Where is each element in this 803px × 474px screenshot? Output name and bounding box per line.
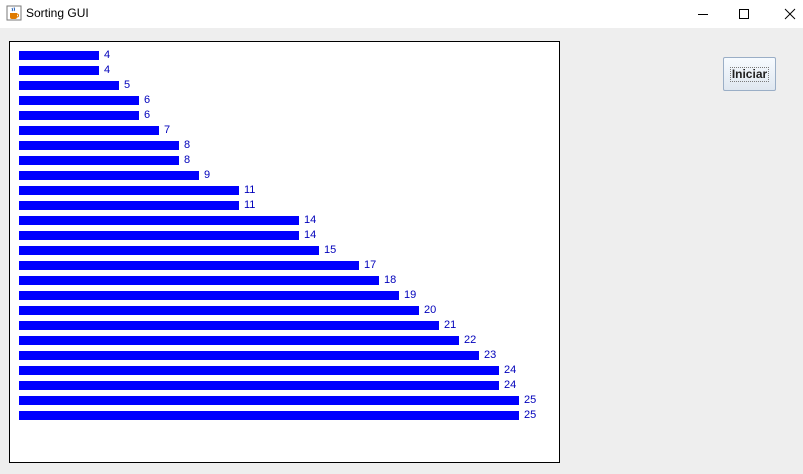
value-bar	[19, 231, 299, 240]
value-bar	[19, 111, 139, 120]
bar-value-label: 25	[524, 394, 537, 406]
bar-value-label: 20	[424, 304, 437, 316]
bar-value-label: 6	[144, 109, 151, 121]
start-button[interactable]: Iniciar	[723, 57, 776, 91]
bar-value-label: 8	[184, 139, 191, 151]
close-button[interactable]	[767, 0, 803, 28]
bar-value-label: 4	[104, 64, 111, 76]
bar-value-label: 6	[144, 94, 151, 106]
sorting-canvas: 4 4 5 6 6 7 8 8 9 11 11 14 14 15 17 18 19 20 21 22 23 24 24 25 2…	[9, 41, 560, 463]
content-area: 4 4 5 6 6 7 8 8 9 11 11 14 14 15 17 18 19 20 21 22 23 24 24 25 2…	[0, 28, 803, 474]
value-bar	[19, 201, 239, 210]
value-bar	[19, 216, 299, 225]
bar-value-label: 11	[244, 199, 256, 211]
value-bar	[19, 126, 159, 135]
value-bar	[19, 246, 319, 255]
bar-value-label: 21	[444, 319, 457, 331]
minimize-icon	[698, 14, 708, 15]
value-bar	[19, 156, 179, 165]
value-bar	[19, 366, 499, 375]
value-bar	[19, 336, 459, 345]
maximize-button[interactable]	[721, 0, 767, 28]
java-cup-icon	[6, 5, 22, 21]
bar-value-label: 22	[464, 334, 477, 346]
value-bar	[19, 276, 379, 285]
start-button-label: Iniciar	[729, 66, 770, 82]
value-bar	[19, 396, 519, 405]
value-bar	[19, 96, 139, 105]
value-bar	[19, 141, 179, 150]
bar-value-label: 4	[104, 49, 111, 61]
value-bar	[19, 171, 199, 180]
bar-value-label: 11	[244, 184, 256, 196]
value-bar	[19, 411, 519, 420]
bar-value-label: 8	[184, 154, 191, 166]
bar-value-label: 24	[504, 379, 517, 391]
minimize-button[interactable]	[680, 0, 726, 28]
bar-value-label: 18	[384, 274, 397, 286]
close-icon	[784, 8, 796, 20]
bar-value-label: 9	[204, 169, 211, 181]
value-bar	[19, 66, 99, 75]
bar-value-label: 25	[524, 409, 537, 421]
bar-value-label: 19	[404, 289, 417, 301]
value-bar	[19, 51, 99, 60]
title-bar: Sorting GUI	[0, 0, 803, 28]
bar-value-label: 7	[164, 124, 171, 136]
bar-value-label: 24	[504, 364, 517, 376]
value-bar	[19, 321, 439, 330]
bar-value-label: 23	[484, 349, 497, 361]
value-bar	[19, 291, 399, 300]
value-bar	[19, 306, 419, 315]
bar-value-label: 15	[324, 244, 337, 256]
bar-value-label: 14	[304, 229, 317, 241]
value-bar	[19, 81, 119, 90]
bar-value-label: 5	[124, 79, 131, 91]
bar-value-label: 14	[304, 214, 317, 226]
value-bar	[19, 261, 359, 270]
value-bar	[19, 186, 239, 195]
value-bar	[19, 351, 479, 360]
value-bar	[19, 381, 499, 390]
window-title: Sorting GUI	[26, 6, 89, 20]
maximize-icon	[739, 9, 749, 19]
bar-value-label: 17	[364, 259, 377, 271]
